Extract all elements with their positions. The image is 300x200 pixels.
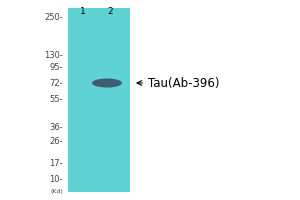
Text: 10-: 10- <box>50 176 63 184</box>
Text: 36-: 36- <box>49 123 63 132</box>
Text: 26-: 26- <box>50 136 63 146</box>
Text: 1: 1 <box>80 7 86 17</box>
Text: Tau(Ab-396): Tau(Ab-396) <box>137 76 220 90</box>
Ellipse shape <box>92 78 122 88</box>
Text: 130-: 130- <box>44 50 63 60</box>
Bar <box>68 8 130 192</box>
Text: 250-: 250- <box>44 14 63 22</box>
Text: 17-: 17- <box>50 158 63 168</box>
Text: 95-: 95- <box>50 64 63 72</box>
Text: 55-: 55- <box>50 96 63 104</box>
Text: 2: 2 <box>107 7 113 17</box>
Text: (Kd): (Kd) <box>50 188 63 194</box>
Text: 72-: 72- <box>50 78 63 88</box>
